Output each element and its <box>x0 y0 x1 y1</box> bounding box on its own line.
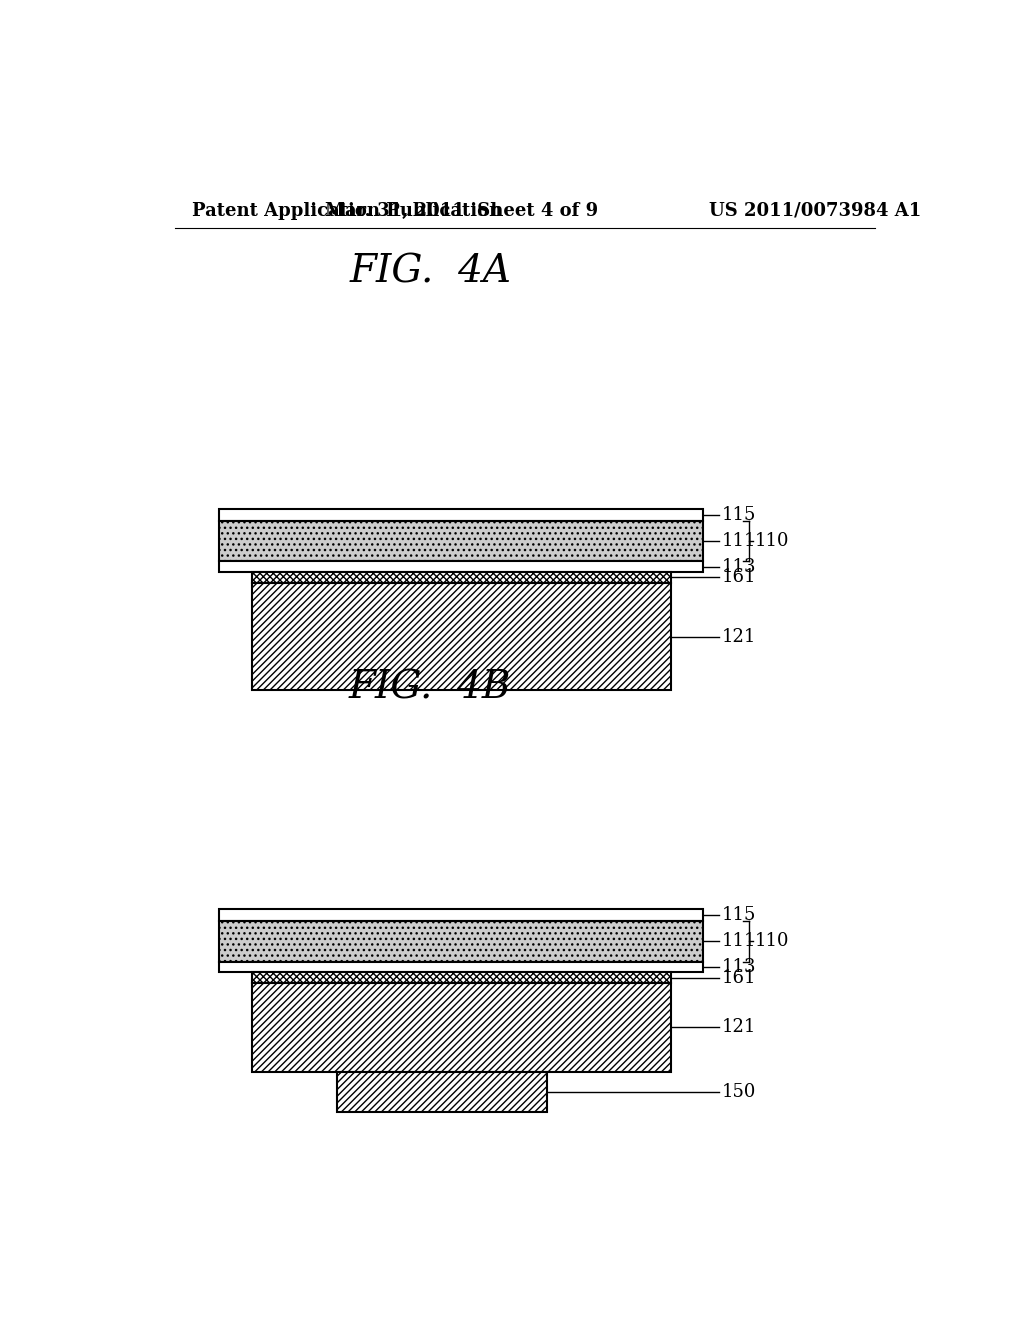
Bar <box>219 961 703 973</box>
Text: 121: 121 <box>722 1018 756 1036</box>
Text: Mar. 31, 2011  Sheet 4 of 9: Mar. 31, 2011 Sheet 4 of 9 <box>325 202 598 219</box>
Bar <box>337 1072 547 1111</box>
Bar <box>219 561 703 572</box>
Bar <box>219 921 703 961</box>
Text: 111: 111 <box>722 932 756 950</box>
Text: 110: 110 <box>755 932 790 950</box>
Text: 115: 115 <box>722 907 756 924</box>
Bar <box>219 909 703 921</box>
Bar <box>219 521 703 561</box>
Text: Patent Application Publication: Patent Application Publication <box>191 202 502 219</box>
Text: FIG.  4B: FIG. 4B <box>349 669 512 706</box>
Text: 150: 150 <box>722 1082 756 1101</box>
Text: 115: 115 <box>722 506 756 524</box>
Text: 161: 161 <box>722 569 756 586</box>
Text: 161: 161 <box>722 969 756 986</box>
Text: 110: 110 <box>755 532 790 550</box>
Text: 113: 113 <box>722 958 756 975</box>
Text: 111: 111 <box>722 532 756 550</box>
Text: 113: 113 <box>722 557 756 576</box>
Text: US 2011/0073984 A1: US 2011/0073984 A1 <box>710 202 922 219</box>
Text: 121: 121 <box>722 627 756 645</box>
Text: FIG.  4A: FIG. 4A <box>349 253 511 290</box>
Bar <box>252 983 671 1072</box>
Bar <box>252 973 671 983</box>
Bar <box>252 582 671 690</box>
Bar <box>252 572 671 582</box>
Bar <box>219 508 703 521</box>
